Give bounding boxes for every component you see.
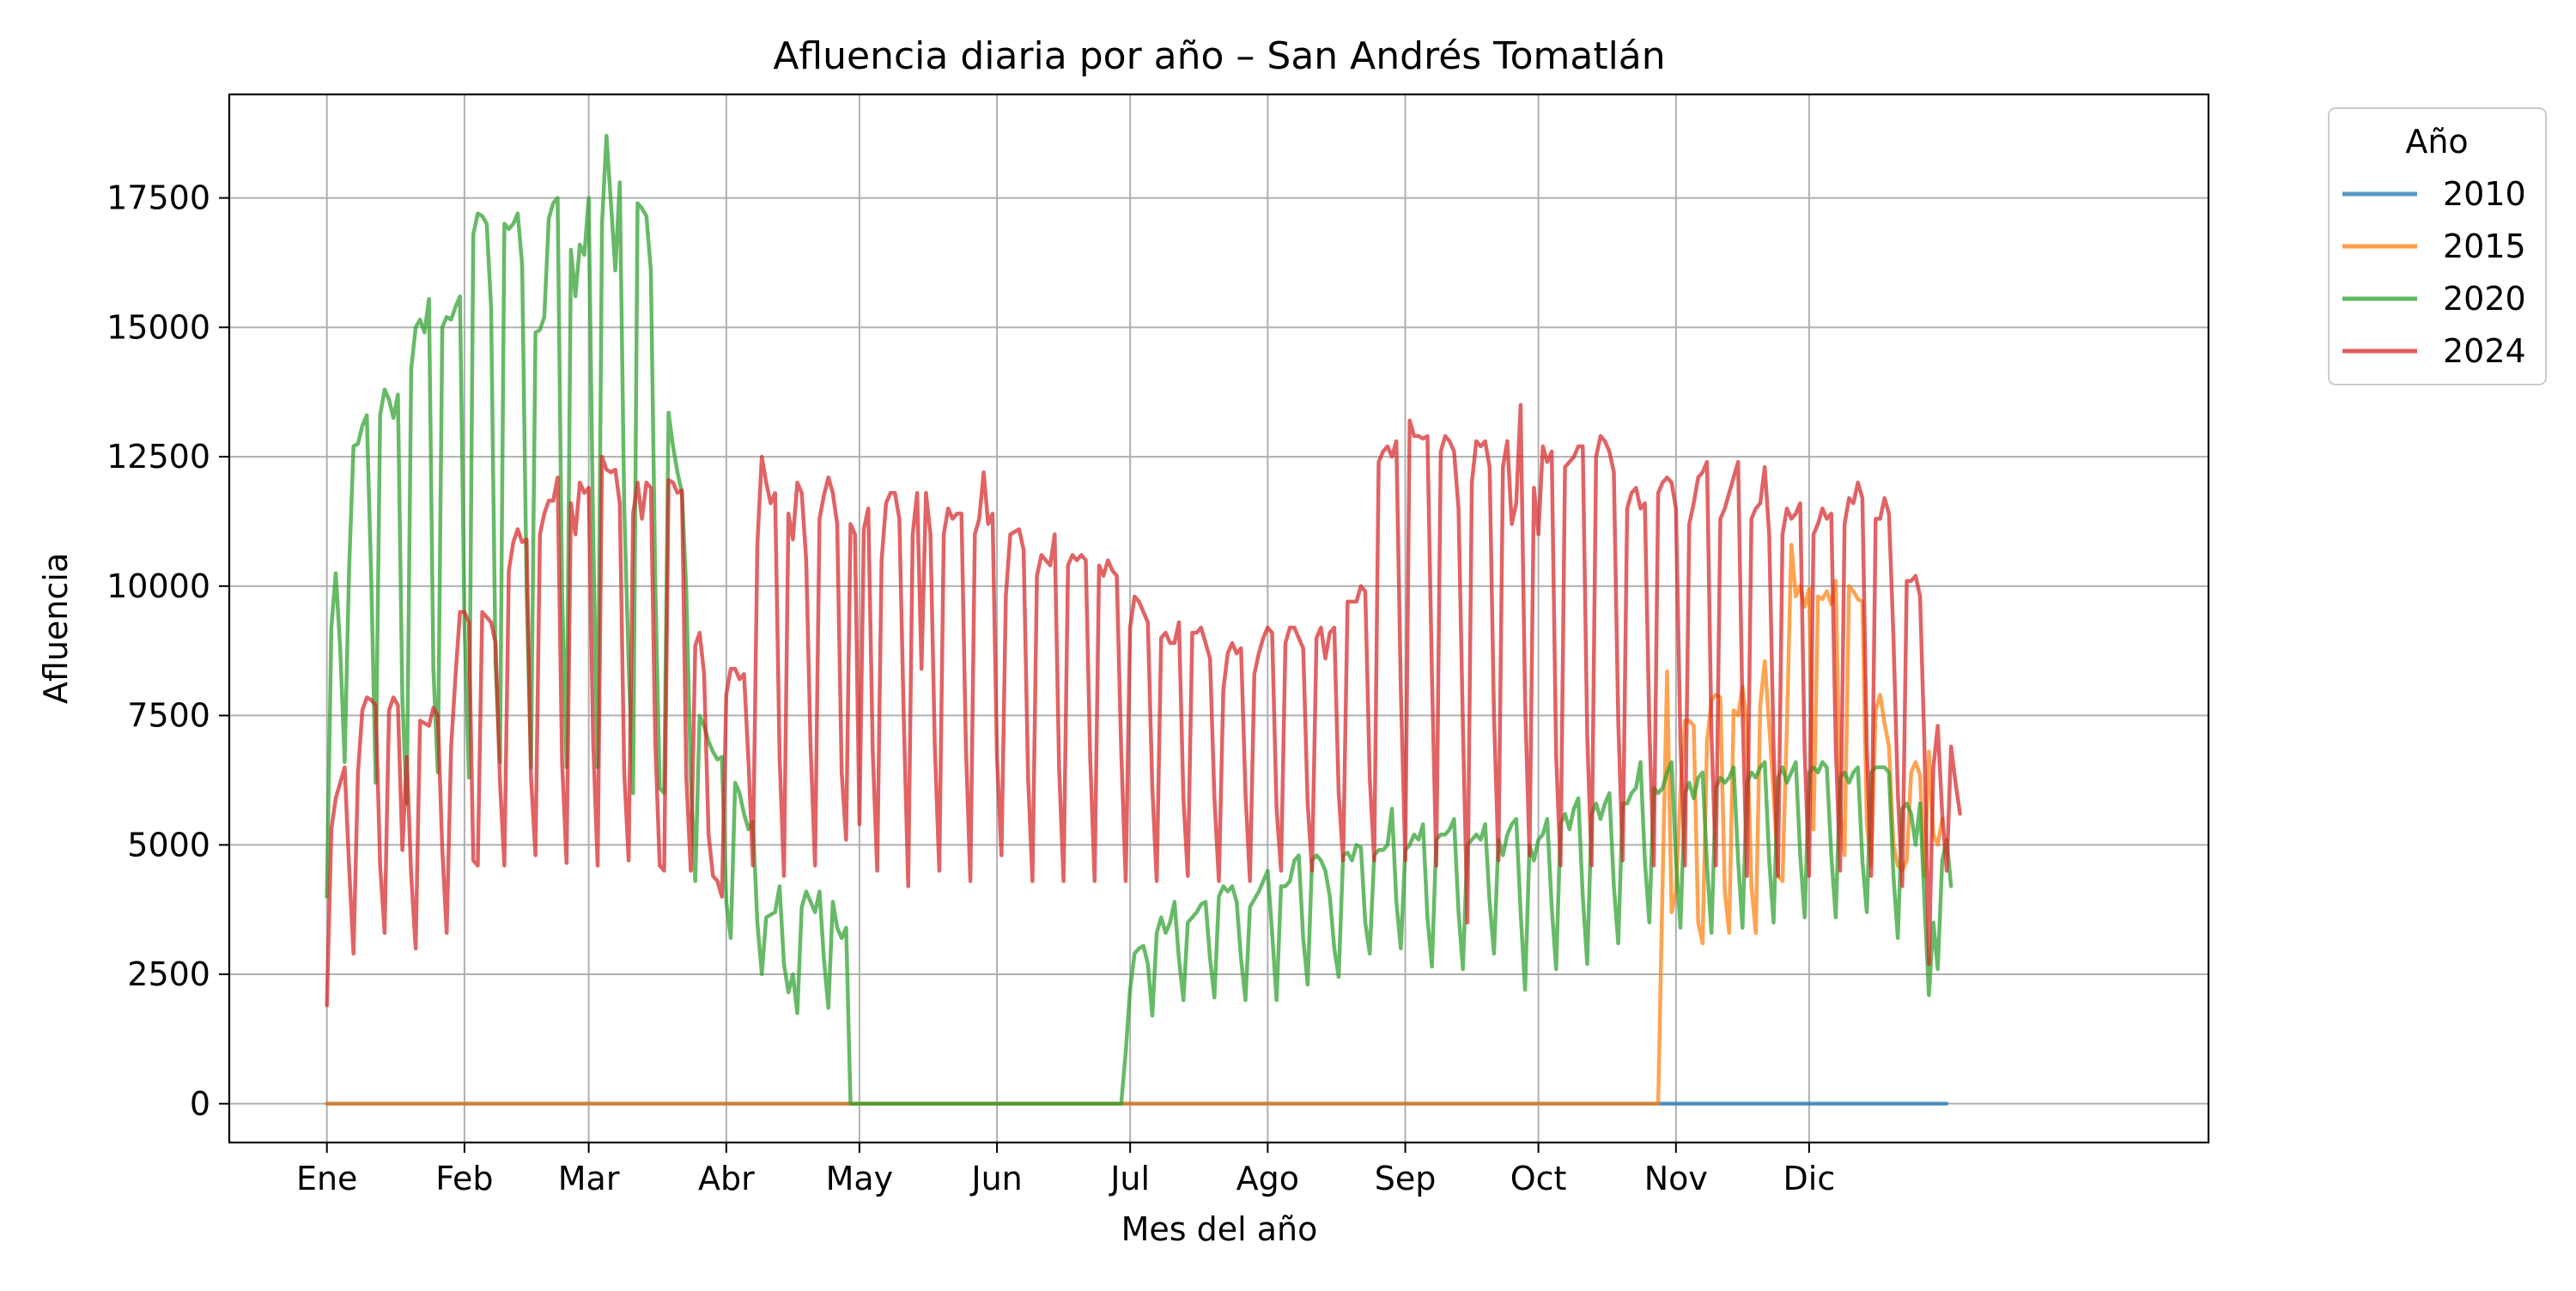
legend-title: Año xyxy=(2405,123,2468,161)
legend-item-2015: 2015 xyxy=(2342,227,2526,265)
x-tick-label: Dic xyxy=(1783,1160,1836,1197)
legend-label: 2024 xyxy=(2443,332,2526,370)
y-tick-label: 17500 xyxy=(106,179,210,217)
x-tick-label: Jul xyxy=(1109,1160,1150,1197)
y-tick-label: 5000 xyxy=(127,826,210,864)
series-layer xyxy=(325,133,1962,1106)
legend-label: 2010 xyxy=(2443,175,2526,213)
y-tick-label: 2500 xyxy=(127,955,210,993)
legend-item-2010: 2010 xyxy=(2342,175,2526,213)
x-tick-label: Jun xyxy=(969,1160,1022,1197)
y-tick-label: 0 xyxy=(190,1085,210,1123)
x-tick-label: Sep xyxy=(1375,1160,1437,1197)
legend: Año 2010 2015 2020 2024 xyxy=(2328,107,2547,385)
x-axis-ticks: Ene Feb Mar Abr May Jun Jul Ago Sep Oct Nov Dic xyxy=(296,1143,1835,1197)
x-tick-label: Ago xyxy=(1236,1160,1299,1197)
x-axis-label: Mes del año xyxy=(1121,1210,1318,1248)
series-line-2020 xyxy=(325,133,1953,1106)
legend-item-2020: 2020 xyxy=(2342,280,2526,318)
y-tick-label: 10000 xyxy=(106,567,210,605)
x-tick-label: Feb xyxy=(435,1160,493,1197)
x-tick-label: Abr xyxy=(698,1160,755,1197)
legend-label: 2015 xyxy=(2443,227,2526,265)
x-tick-label: Mar xyxy=(558,1160,620,1197)
legend-items: 2010 2015 2020 2024 xyxy=(2342,175,2526,370)
chart-title: Afluencia diaria por año – San Andrés To… xyxy=(773,34,1665,78)
x-tick-label: Ene xyxy=(296,1160,357,1197)
x-tick-label: May xyxy=(826,1160,894,1197)
y-axis-label: Afluencia xyxy=(37,553,75,704)
y-axis-ticks: 0 2500 5000 7500 10000 12500 15000 17500 xyxy=(106,179,229,1123)
y-tick-label: 12500 xyxy=(106,438,210,476)
x-tick-label: Oct xyxy=(1510,1160,1567,1197)
series-line-2024 xyxy=(325,403,1962,1008)
legend-label: 2020 xyxy=(2443,280,2526,318)
legend-item-2024: 2024 xyxy=(2342,332,2526,370)
y-tick-label: 7500 xyxy=(127,697,210,735)
y-tick-label: 15000 xyxy=(106,308,210,346)
plot-frame xyxy=(228,93,2210,1144)
x-tick-label: Nov xyxy=(1644,1160,1708,1197)
legend-box xyxy=(2328,107,2547,385)
